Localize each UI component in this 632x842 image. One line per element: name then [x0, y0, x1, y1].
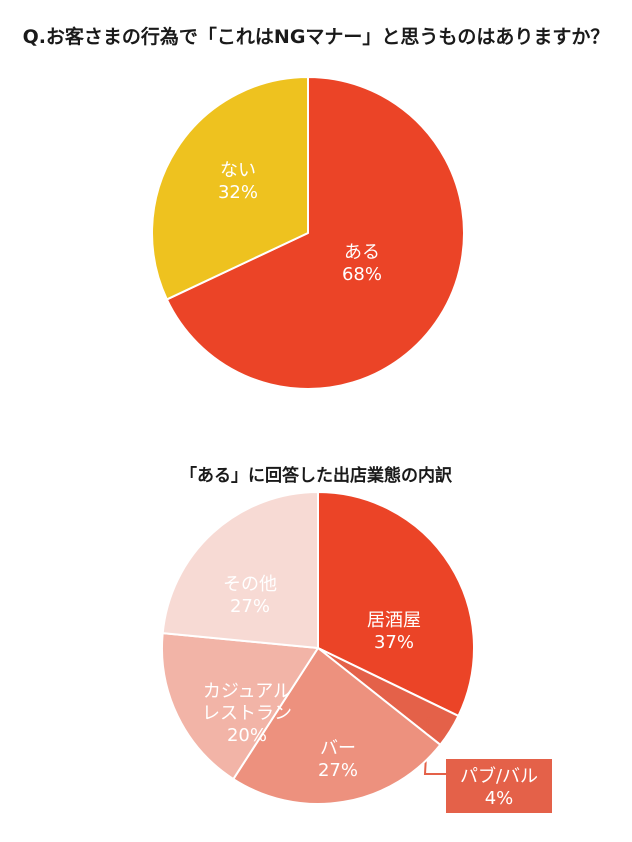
pie-chart-2: 居酒屋 37% パブ/バル 4% バー 27% カジュアルレストラン 20% その他 27%	[161, 491, 552, 813]
chart-title: Q.お客さまの行為で「これはNGマナー」と思うものはありますか？	[22, 26, 610, 48]
slice-label-other: その他 27%	[223, 574, 277, 617]
callout-box-pub-bar	[446, 759, 552, 813]
pie-slice-izakaya	[317, 491, 475, 717]
slice-label-izakaya: 居酒屋 37%	[367, 610, 421, 653]
slice-label-pub-bar: パブ/バル 4%	[460, 765, 538, 809]
pie-slice-other	[161, 491, 319, 649]
pie-slice-yes	[165, 76, 465, 390]
pie-slice-casual-restaurant	[161, 632, 319, 781]
pie-slice-no	[151, 76, 309, 301]
slice-label-casual-restaurant: カジュアルレストラン 20%	[202, 681, 292, 746]
slice-label-no: ない 32%	[218, 160, 258, 203]
pie-slice-bar	[232, 647, 442, 806]
pie-chart-1: ある 68% ない 32%	[151, 76, 465, 390]
breakdown-chart-title: 「ある」に回答した出店業態の内訳	[180, 466, 452, 486]
slice-label-bar: バー 27%	[318, 738, 358, 781]
slice-label-yes: ある 68%	[342, 242, 382, 285]
